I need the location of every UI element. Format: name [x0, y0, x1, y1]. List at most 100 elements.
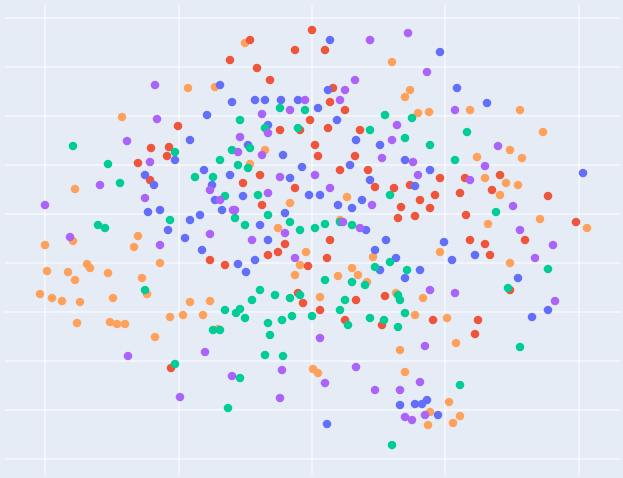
point [368, 252, 378, 262]
point [233, 259, 243, 269]
point [230, 213, 240, 223]
point [247, 295, 257, 305]
point [338, 217, 348, 227]
point [351, 135, 361, 145]
point [40, 240, 50, 250]
point [400, 92, 410, 102]
point [517, 153, 527, 163]
point [333, 200, 343, 210]
point [275, 125, 285, 135]
point [137, 273, 147, 283]
point [146, 143, 156, 153]
point [396, 202, 406, 212]
point [423, 420, 433, 430]
point [340, 85, 350, 95]
point [360, 280, 370, 290]
point [353, 270, 363, 280]
point [515, 225, 525, 235]
point [310, 140, 320, 150]
point [320, 219, 330, 229]
point [241, 267, 251, 277]
point [455, 380, 465, 390]
point [435, 247, 445, 257]
point [400, 412, 410, 422]
point [140, 170, 150, 180]
point [65, 232, 75, 242]
point [220, 260, 230, 270]
point [215, 325, 225, 335]
point [115, 178, 125, 188]
point [410, 399, 420, 409]
point [313, 103, 323, 113]
point [571, 217, 581, 227]
point [410, 310, 420, 320]
point [350, 75, 360, 85]
point [155, 205, 165, 215]
point [415, 377, 425, 387]
point [280, 208, 290, 218]
point [355, 125, 365, 135]
point [245, 143, 255, 153]
point [103, 159, 113, 169]
point [303, 261, 313, 271]
point [370, 245, 380, 255]
point [422, 67, 432, 77]
point [298, 298, 308, 308]
point [140, 193, 150, 203]
point [260, 95, 270, 105]
point [425, 165, 435, 175]
point [367, 200, 377, 210]
point [183, 83, 193, 93]
point [323, 85, 333, 95]
point [215, 155, 225, 165]
point [345, 160, 355, 170]
point [208, 325, 218, 335]
point [180, 233, 190, 243]
point [403, 28, 413, 38]
point [287, 311, 297, 321]
point [435, 173, 445, 183]
point [108, 293, 118, 303]
point [320, 45, 330, 55]
point [152, 114, 162, 124]
point [465, 175, 475, 185]
point [323, 123, 333, 133]
point [290, 45, 300, 55]
point [150, 80, 160, 90]
point [112, 319, 122, 329]
point [351, 295, 361, 305]
point [235, 115, 245, 125]
point [70, 184, 80, 194]
point [450, 155, 460, 165]
point [473, 315, 483, 325]
point [413, 170, 423, 180]
point [548, 240, 558, 250]
point [415, 195, 425, 205]
point [333, 271, 343, 281]
point [480, 161, 490, 171]
point [205, 255, 215, 265]
point [393, 322, 403, 332]
point [365, 35, 375, 45]
point [322, 253, 332, 263]
point [543, 191, 553, 201]
point [370, 385, 380, 395]
point [205, 296, 215, 306]
point [253, 190, 263, 200]
point [351, 362, 361, 372]
point [418, 293, 428, 303]
point [215, 195, 225, 205]
point [100, 223, 110, 233]
point [133, 231, 143, 241]
point [535, 214, 545, 224]
point [347, 263, 357, 273]
point [365, 313, 375, 323]
point [290, 270, 300, 280]
point [325, 235, 335, 245]
point [304, 190, 314, 200]
point [482, 98, 492, 108]
point [227, 371, 237, 381]
point [347, 277, 357, 287]
point [387, 57, 397, 67]
